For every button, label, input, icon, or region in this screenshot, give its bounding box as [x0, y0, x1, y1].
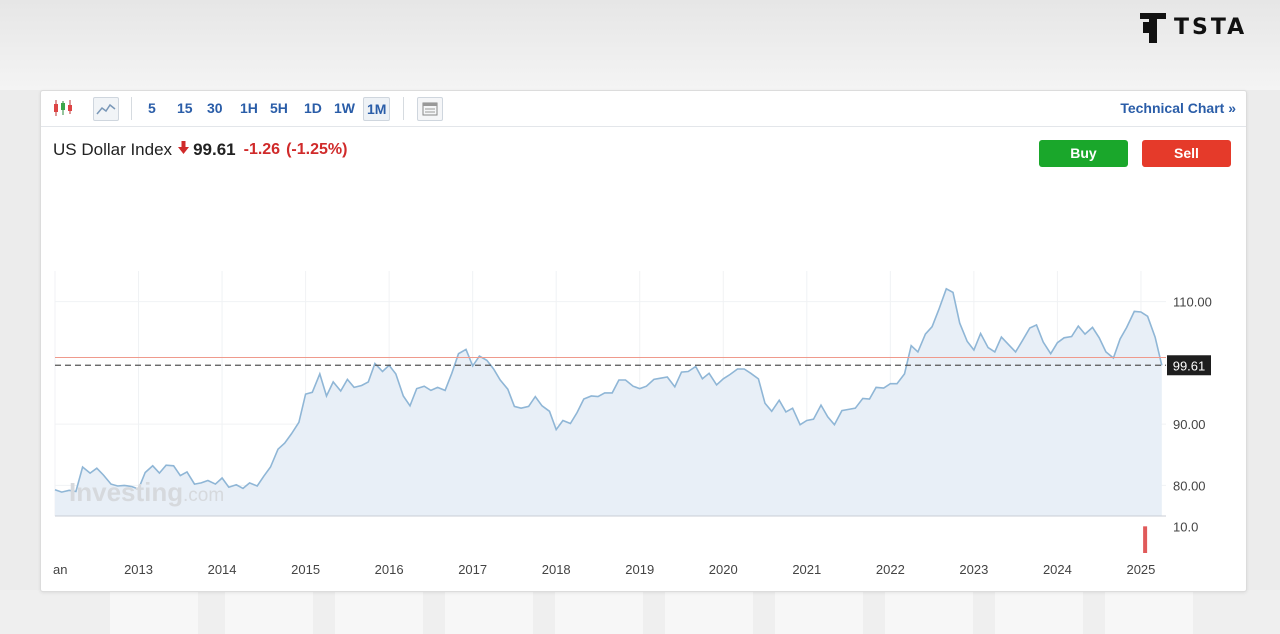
tsta-logo-mark-icon	[1140, 13, 1166, 43]
down-arrow-icon	[178, 141, 190, 159]
last-price-label-text: 99.61	[1173, 358, 1206, 373]
x-tick-label: an	[53, 562, 67, 577]
y-tick-label: 90.00	[1173, 417, 1206, 432]
chart-toolbar: 5 15 30 1H 5H 1D 1W 1M Technical Chart »	[41, 91, 1246, 127]
timeframe-1w[interactable]: 1W	[334, 100, 355, 116]
buy-button[interactable]: Buy	[1039, 140, 1128, 167]
x-tick-label: 2013	[124, 562, 153, 577]
x-tick-label: 2024	[1043, 562, 1072, 577]
x-tick-label: 2022	[876, 562, 905, 577]
x-tick-label: 2018	[542, 562, 571, 577]
line-chart-icon[interactable]	[93, 97, 119, 121]
tsta-logo: TSTA	[1138, 8, 1247, 46]
timeframe-1h[interactable]: 1H	[240, 100, 258, 116]
x-tick-label: 2019	[625, 562, 654, 577]
price-change: -1.26	[243, 141, 281, 158]
x-tick-label: 2020	[709, 562, 738, 577]
x-tick-label: 2023	[959, 562, 988, 577]
background-tiles	[0, 592, 1280, 634]
last-price-label-bg	[1167, 355, 1211, 376]
watermark-brand: Investing	[69, 477, 183, 507]
timeframe-1d[interactable]: 1D	[304, 100, 322, 116]
volume-bar	[1143, 526, 1148, 553]
x-tick-label: 2014	[208, 562, 237, 577]
logo-text: TSTA	[1174, 14, 1248, 40]
price-change-percent: (-1.25%)	[286, 141, 348, 158]
y-tick-label: 80.00	[1173, 478, 1206, 493]
toolbar-separator	[131, 97, 132, 120]
sell-button[interactable]: Sell	[1142, 140, 1231, 167]
x-axis-labels: an 2013 2014 2015 2016 2017 2018 2019 2020 2021 20…	[53, 562, 1155, 577]
x-tick-label: 2015	[291, 562, 320, 577]
chart-layout-icon[interactable]	[417, 97, 443, 121]
price-chart: Investing .com 80.00 90.00 110.00 an 2013 20…	[53, 271, 1212, 577]
technical-chart-link[interactable]: Technical Chart »	[1120, 100, 1236, 116]
instrument-name: US Dollar Index	[53, 140, 173, 159]
price-line	[54, 287, 1163, 493]
chart-widget: 5 15 30 1H 5H 1D 1W 1M Technical Chart »…	[40, 90, 1247, 592]
x-tick-label: 2025	[1126, 562, 1155, 577]
y-tick-label: 110.00	[1173, 295, 1212, 310]
volume-panel: 10.0	[1143, 519, 1198, 553]
timeframe-5[interactable]: 5	[148, 100, 156, 116]
x-tick-label: 2017	[458, 562, 487, 577]
timeframe-5h[interactable]: 5H	[270, 100, 288, 116]
instrument-price: 99.61	[193, 140, 236, 159]
y-axis-labels: 80.00 90.00 110.00	[1173, 295, 1212, 494]
toolbar-separator	[403, 97, 404, 120]
watermark-suffix: .com	[183, 485, 224, 506]
x-tick-label: 2016	[375, 562, 404, 577]
timeframe-15[interactable]: 15	[177, 100, 193, 116]
timeframe-1m[interactable]: 1M	[363, 97, 391, 121]
instrument-header: US Dollar Index 99.61 -1.26 (-1.25%)	[53, 139, 353, 161]
price-area-fill	[55, 288, 1162, 516]
timeframe-30[interactable]: 30	[207, 100, 223, 116]
background-top	[0, 0, 1280, 90]
last-price-label: 99.61	[1167, 355, 1211, 376]
candlestick-chart-icon[interactable]	[51, 97, 75, 119]
watermark: Investing .com	[69, 477, 224, 507]
volume-tick-label: 10.0	[1173, 519, 1198, 534]
x-tick-label: 2021	[792, 562, 821, 577]
